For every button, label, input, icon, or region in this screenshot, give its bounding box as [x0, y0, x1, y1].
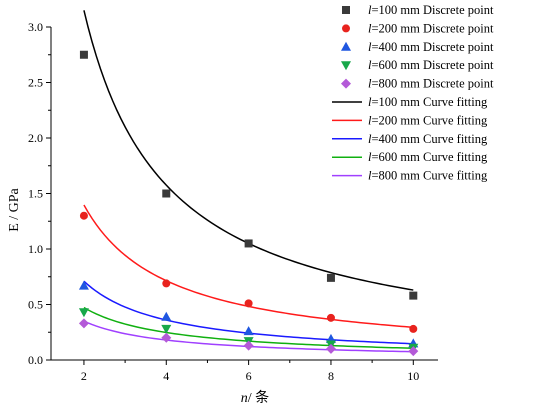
legend-label: l=600 mm Curve fitting: [368, 150, 488, 164]
legend-item: l=200 mm Discrete point: [342, 21, 494, 35]
legend-item: l=400 mm Curve fitting: [332, 132, 488, 146]
data-point: [161, 311, 172, 321]
data-point: [79, 50, 88, 59]
data-point: [409, 291, 418, 300]
data-point: [161, 332, 172, 343]
legend-label: l=600 mm Discrete point: [368, 58, 494, 72]
x-tick-label: 8: [328, 369, 334, 383]
legend-label: l=800 mm Discrete point: [368, 77, 494, 91]
legend-item: l=100 mm Discrete point: [342, 3, 494, 17]
data-point: [408, 346, 419, 357]
x-tick-label: 6: [246, 369, 252, 383]
x-axis-unit: / 条: [248, 389, 269, 406]
data-point: [326, 313, 335, 322]
data-point: [244, 239, 253, 248]
legend-marker: [341, 41, 351, 51]
y-tick-label: 2.0: [28, 131, 43, 145]
y-tick-label: 0.0: [28, 353, 43, 367]
legend-marker: [342, 6, 350, 14]
legend: l=100 mm Discrete point l=200 mm Discrete…: [332, 3, 494, 183]
data-point: [79, 211, 88, 220]
y-tick-label: 1.5: [28, 187, 43, 201]
legend-label: l=400 mm Curve fitting: [368, 132, 488, 146]
legend-item: l=100 mm Curve fitting: [332, 95, 488, 109]
legend-label: l=400 mm Discrete point: [368, 40, 494, 54]
y-tick-label: 3.0: [28, 20, 43, 34]
x-tick-label: 4: [163, 369, 169, 383]
data-point: [243, 340, 254, 351]
data-point: [326, 273, 335, 282]
x-axis-title: n/ 条: [241, 389, 269, 406]
data-point: [78, 308, 89, 318]
data-point: [243, 326, 254, 336]
data-points: [78, 50, 419, 357]
legend-item: l=200 mm Curve fitting: [332, 113, 488, 127]
legend-label: l=800 mm Curve fitting: [368, 169, 488, 183]
data-point: [161, 324, 172, 334]
x-axis-variable: n: [241, 391, 248, 406]
y-tick-label: 1.0: [28, 242, 43, 256]
legend-label: l=100 mm Discrete point: [368, 3, 494, 17]
legend-label: l=200 mm Curve fitting: [368, 113, 488, 127]
data-point: [409, 324, 418, 333]
legend-label: l=200 mm Discrete point: [368, 21, 494, 35]
data-point: [325, 343, 336, 354]
legend-marker: [341, 78, 351, 89]
legend-item: l=800 mm Curve fitting: [332, 169, 488, 183]
y-tick-label: 0.5: [28, 298, 43, 312]
legend-item: l=400 mm Discrete point: [341, 40, 494, 54]
legend-marker: [341, 61, 351, 71]
y-axis-title: E / GPa: [7, 187, 22, 231]
legend-item: l=800 mm Discrete point: [341, 77, 494, 91]
legend-label: l=100 mm Curve fitting: [368, 95, 488, 109]
data-point: [162, 279, 171, 288]
data-point: [78, 280, 89, 290]
fit-curve: [83, 204, 414, 329]
legend-marker: [342, 24, 350, 33]
legend-item: l=600 mm Discrete point: [341, 58, 494, 72]
data-point: [162, 189, 171, 198]
y-tick-label: 2.5: [28, 76, 43, 90]
data-point: [244, 299, 253, 308]
x-ticks: 2 4 6 8 10: [81, 360, 419, 383]
x-tick-label: 10: [407, 369, 419, 383]
legend-item: l=600 mm Curve fitting: [332, 150, 488, 164]
y-ticks: 0.0 0.5 1.0 1.5 2.0 2.5 3.0: [28, 20, 51, 367]
data-point: [78, 318, 89, 329]
fit-curve: [83, 10, 414, 291]
x-tick-label: 2: [81, 369, 87, 383]
